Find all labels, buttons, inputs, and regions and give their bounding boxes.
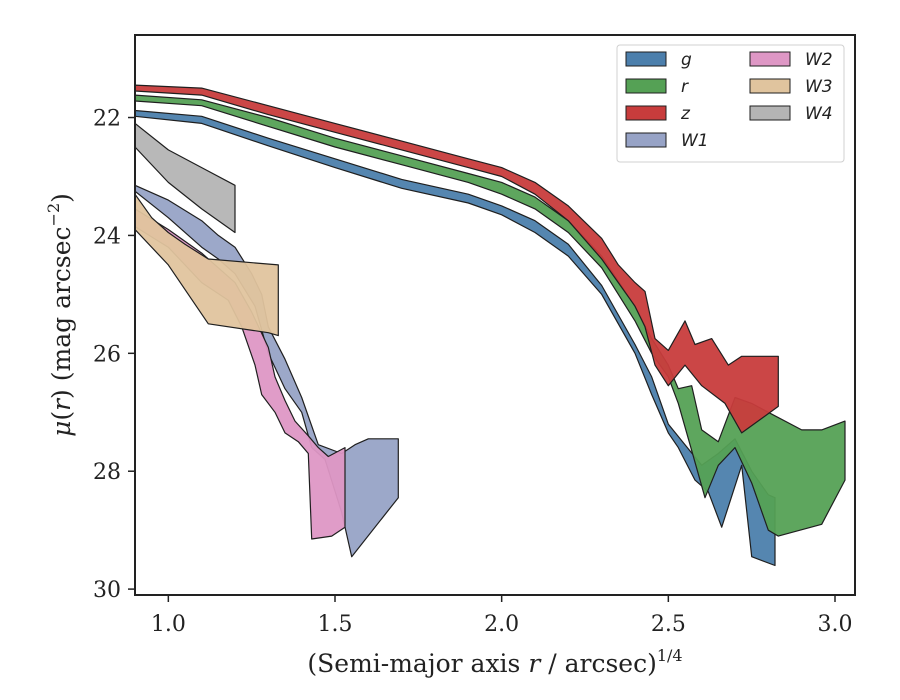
y-axis-label-exp: −2 <box>44 203 63 227</box>
legend-swatch-z <box>625 105 667 121</box>
y-tick-label: 22 <box>93 107 121 132</box>
legend-label-w2: W2 <box>805 50 833 70</box>
x-axis-label-var: r <box>528 649 542 678</box>
legend-swatch-w2 <box>749 51 791 67</box>
x-tick-label: 1.0 <box>151 612 186 637</box>
legend-swatch-w3 <box>749 78 791 94</box>
legend-label-r: r <box>681 77 689 97</box>
legend-label-g: g <box>681 50 692 70</box>
y-tick-label: 24 <box>93 224 121 249</box>
y-tick-label: 28 <box>93 460 121 485</box>
y-axis-label-var: r <box>47 397 76 411</box>
y-tick-label: 26 <box>93 342 121 367</box>
legend-label-z: z <box>680 104 691 124</box>
series-band-w4 <box>135 122 236 234</box>
x-tick-label: 1.5 <box>318 612 353 637</box>
y-tick-label: 30 <box>93 578 121 603</box>
series-layer <box>135 84 846 567</box>
legend-frame <box>616 44 845 163</box>
legend-label-w3: W3 <box>805 77 833 97</box>
legend-swatch-w4 <box>749 105 791 121</box>
series-band-g <box>135 109 776 567</box>
legend-swatch-w1 <box>625 132 667 148</box>
legend-swatch-r <box>625 78 667 94</box>
x-tick-label: 2.5 <box>651 612 686 637</box>
plot-frame <box>134 34 856 596</box>
legend-swatch-g <box>625 51 667 67</box>
x-axis-label-unit: / arcsec) <box>540 649 657 678</box>
series-band-r <box>135 94 846 537</box>
y-axis-label-paren: ( <box>47 411 76 421</box>
x-axis-label-main: (Semi-major axis <box>307 649 528 678</box>
series-band-z <box>135 84 779 434</box>
x-axis-label: (Semi-major axis r / arcsec)1/4 <box>307 646 682 678</box>
legend: grz W1 W2 W3 W4 <box>616 44 845 163</box>
series-band-w3 <box>135 193 279 337</box>
x-axis-label-exp: 1/4 <box>657 646 683 665</box>
y-axis-label-close: ) <box>47 193 76 203</box>
y-axis-label-mu: μ <box>47 421 76 437</box>
y-axis-label-unit: ) (mag arcsec <box>47 226 76 399</box>
legend-label-w1: W1 <box>681 131 709 151</box>
x-tick-label: 3.0 <box>818 612 853 637</box>
y-axis-label: μ(r) (mag arcsec−2) <box>44 193 76 437</box>
legend-items: grz W1 W2 W3 W4 <box>625 50 833 151</box>
axes-layer: 1.0 1.5 2.0 2.5 3.0 22 24 26 28 30 <box>93 107 853 637</box>
legend-label-w4: W4 <box>805 104 833 124</box>
x-tick-label: 2.0 <box>484 612 519 637</box>
